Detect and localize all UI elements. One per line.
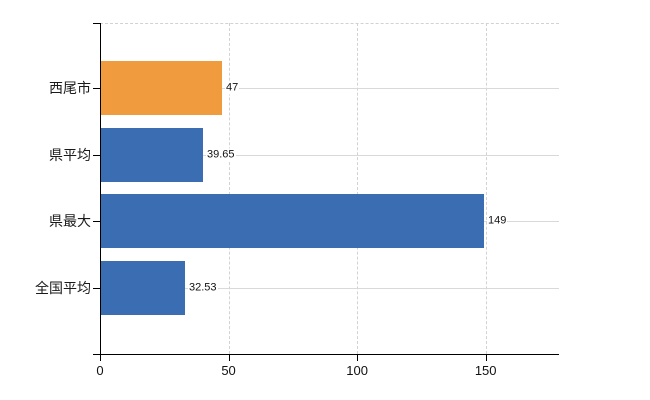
bar-1 (101, 61, 222, 115)
category-label: 西尾市 (49, 80, 91, 96)
bar-value-label: 32.53 (188, 281, 218, 295)
x-axis-tick (485, 354, 487, 361)
vertical-gridline (228, 23, 230, 354)
bar-4 (101, 261, 185, 315)
x-tick-label: 0 (96, 363, 104, 378)
vertical-gridline (357, 23, 359, 354)
horizontal-gridline (100, 155, 559, 156)
category-label: 全国平均 (35, 280, 91, 296)
x-axis-tick (100, 354, 101, 361)
plot-top-border (100, 23, 559, 24)
x-axis-tick (357, 354, 359, 361)
x-tick-label: 50 (221, 363, 236, 378)
x-axis (100, 354, 559, 355)
x-tick-label: 150 (474, 363, 497, 378)
bar-value-label: 47 (225, 81, 240, 95)
y-axis-tick (93, 23, 100, 24)
y-axis-tick (93, 155, 100, 156)
horizontal-gridline (100, 88, 559, 89)
category-label: 県最大 (49, 213, 91, 229)
y-axis-tick (93, 221, 100, 222)
bar-value-label: 149 (487, 214, 508, 228)
bar-3 (101, 194, 484, 248)
category-label: 県平均 (49, 147, 91, 163)
bar-2 (101, 128, 203, 182)
y-axis-tick (93, 288, 100, 289)
x-tick-label: 100 (346, 363, 368, 378)
horizontal-gridline (100, 288, 559, 289)
x-axis-tick (228, 354, 230, 361)
y-axis-tick (93, 354, 100, 355)
y-axis (100, 23, 101, 355)
vertical-gridline (485, 23, 487, 354)
bar-value-label: 39.65 (206, 148, 236, 162)
y-axis-tick (93, 88, 100, 89)
